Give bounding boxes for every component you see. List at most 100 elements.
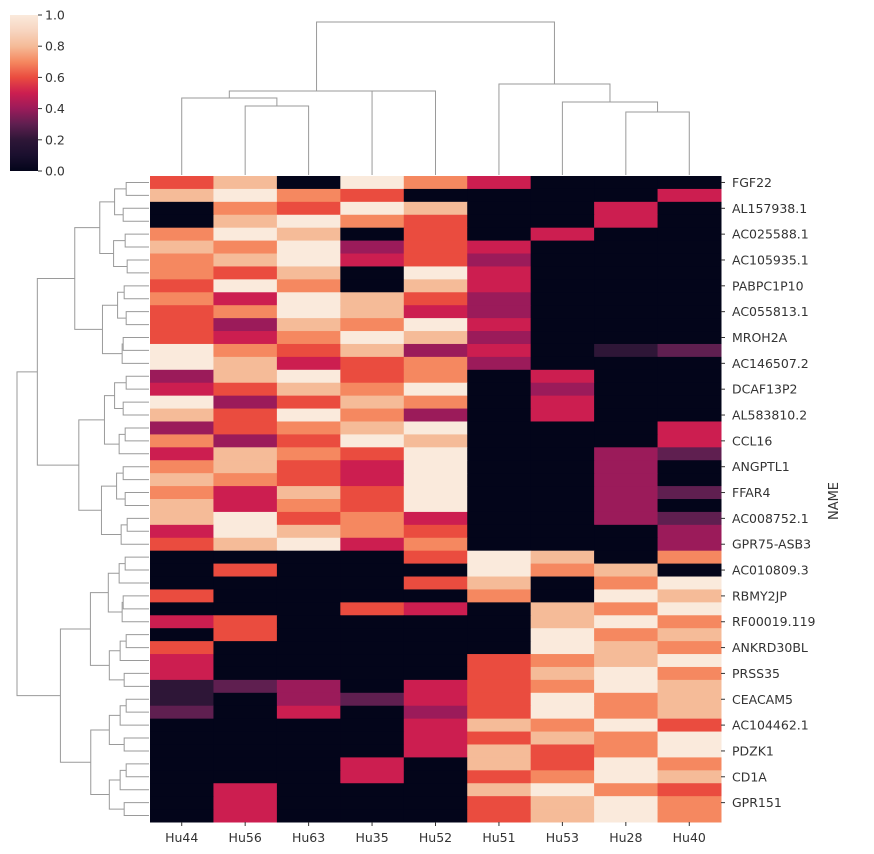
heatmap-cell xyxy=(594,395,659,410)
heatmap-cell xyxy=(276,628,341,642)
y-tick-label: DCAF13P2 xyxy=(732,382,798,397)
heatmap-cell xyxy=(594,628,659,642)
heatmap-cell xyxy=(276,641,341,655)
heatmap-cell xyxy=(530,511,595,526)
heatmap-cell xyxy=(403,176,468,190)
heatmap-cell xyxy=(213,744,278,758)
heatmap-cell xyxy=(340,757,405,771)
heatmap-cell xyxy=(213,292,278,306)
heatmap-cell xyxy=(657,240,722,255)
heatmap-cell xyxy=(467,628,532,642)
heatmap-cell xyxy=(150,356,214,371)
heatmap-cell xyxy=(150,421,214,435)
heatmap-cell xyxy=(467,809,532,823)
heatmap-cell xyxy=(340,537,405,552)
heatmap-cell xyxy=(213,641,278,655)
heatmap-cell xyxy=(276,783,341,797)
heatmap-cell xyxy=(403,253,468,267)
heatmap-cell xyxy=(276,796,341,810)
heatmap-cell xyxy=(657,473,722,487)
heatmap-cell xyxy=(150,434,214,448)
heatmap-cell xyxy=(530,214,595,229)
y-tick-label: MROH2A xyxy=(732,330,788,345)
heatmap-cell xyxy=(467,654,532,668)
x-tick-label: Hu51 xyxy=(482,830,515,845)
heatmap-cell xyxy=(594,783,659,797)
heatmap-cell xyxy=(467,511,532,526)
heatmap-cell xyxy=(530,718,595,733)
heatmap-cell xyxy=(276,679,341,694)
heatmap-cell xyxy=(340,589,405,603)
heatmap-cell xyxy=(657,356,722,371)
heatmap-cell xyxy=(530,537,595,552)
heatmap-cell xyxy=(594,589,659,603)
heatmap-cell xyxy=(213,434,278,448)
heatmap-cell xyxy=(403,692,468,707)
x-tick-label: Hu35 xyxy=(355,830,388,845)
heatmap-cell xyxy=(276,176,341,190)
heatmap-cell xyxy=(530,266,595,280)
y-tick-label: AC008752.1 xyxy=(732,511,809,526)
heatmap-cell xyxy=(594,382,659,397)
heatmap-cell xyxy=(530,563,595,578)
heatmap-cell xyxy=(467,201,532,216)
heatmap-cell xyxy=(150,757,214,771)
heatmap-cell xyxy=(403,395,468,410)
heatmap-cell xyxy=(340,654,405,668)
heatmap-cell xyxy=(150,292,214,306)
heatmap-cell xyxy=(530,447,595,461)
dendrogram-link xyxy=(316,21,555,91)
heatmap-cell xyxy=(403,382,468,397)
heatmap-cell xyxy=(594,692,659,707)
heatmap-cell xyxy=(340,369,405,384)
heatmap-cell xyxy=(467,473,532,487)
dendrogram-link xyxy=(124,556,149,571)
x-tick-label: Hu53 xyxy=(546,830,579,845)
heatmap-cell xyxy=(657,537,722,552)
heatmap-cell xyxy=(657,589,722,603)
heatmap-cell xyxy=(657,447,722,461)
heatmap-cell xyxy=(150,447,214,461)
heatmap-cell xyxy=(276,576,341,590)
heatmap-cell xyxy=(657,602,722,616)
heatmap-cell xyxy=(657,783,722,797)
dendrogram-link xyxy=(121,343,149,364)
heatmap-cell xyxy=(657,654,722,668)
heatmap-cell xyxy=(594,447,659,461)
dendrogram-link xyxy=(625,111,690,175)
heatmap-cell xyxy=(530,666,595,681)
heatmap-cell xyxy=(530,305,595,319)
heatmap-cell xyxy=(403,460,468,474)
heatmap-cell xyxy=(276,460,341,474)
dendrogram-link xyxy=(122,595,149,610)
heatmap-cell xyxy=(657,408,722,422)
heatmap-cell xyxy=(340,486,405,500)
heatmap-cell xyxy=(213,201,278,216)
heatmap-cell xyxy=(403,705,468,720)
heatmap-cell xyxy=(276,408,341,422)
heatmap-cell xyxy=(150,666,214,681)
dendrogram-link xyxy=(244,105,310,175)
heatmap-cell xyxy=(150,563,214,578)
dendrogram-link xyxy=(125,698,149,713)
heatmap-cell xyxy=(530,343,595,358)
y-tick-label: RBMY2JP xyxy=(732,588,787,603)
heatmap-cell xyxy=(594,318,659,332)
heatmap-cell xyxy=(276,356,341,371)
heatmap-cell xyxy=(150,511,214,526)
heatmap-cell xyxy=(657,576,722,590)
colorbar-tick-label: 1.0 xyxy=(45,8,65,23)
x-tick-label: Hu52 xyxy=(419,830,452,845)
heatmap-cell xyxy=(340,563,405,578)
heatmap-cell xyxy=(276,305,341,319)
heatmap-cell xyxy=(213,266,278,280)
heatmap-cell xyxy=(403,718,468,733)
dendrogram-link xyxy=(122,337,149,351)
heatmap-cell xyxy=(213,550,278,565)
heatmap-cell xyxy=(530,369,595,384)
heatmap-cell xyxy=(213,770,278,784)
heatmap-cell xyxy=(213,679,278,694)
heatmap-cell xyxy=(530,382,595,397)
dendrogram-link xyxy=(123,672,149,687)
